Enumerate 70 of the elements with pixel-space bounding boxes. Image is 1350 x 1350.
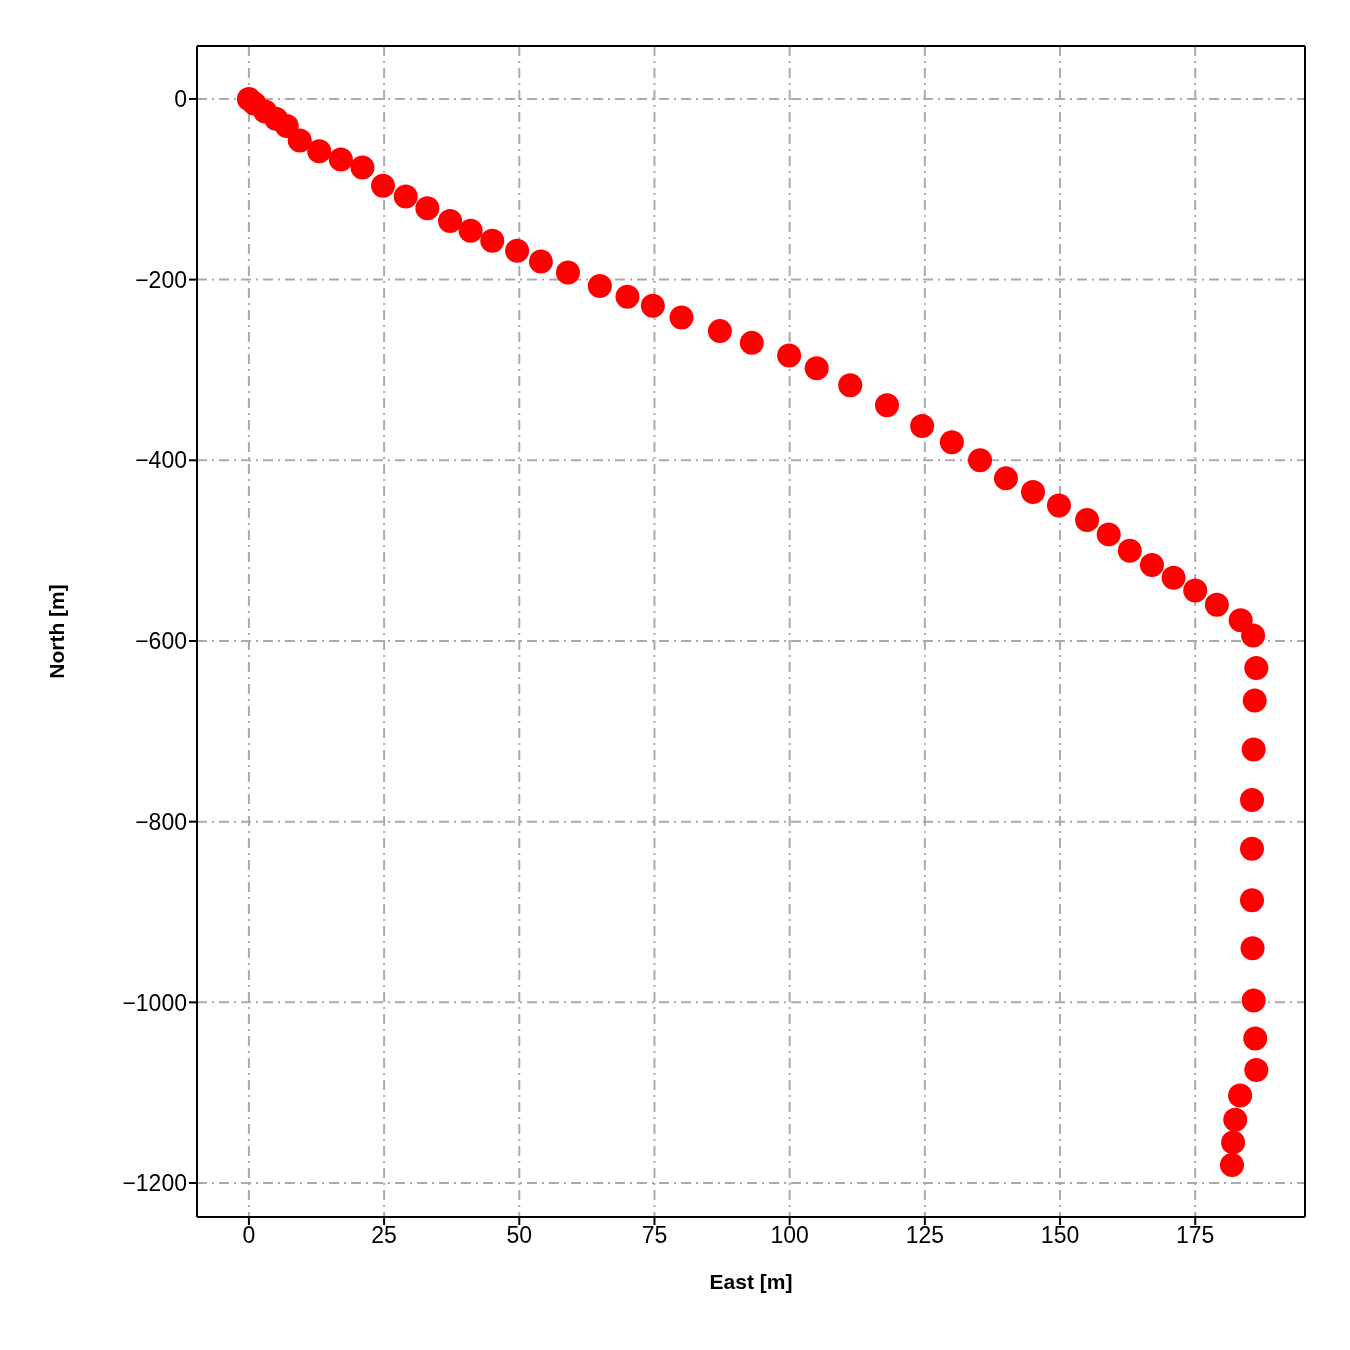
point [1240,836,1265,861]
point [1117,538,1142,563]
y-tick-label: −400 [135,447,187,474]
y-tick-label: −200 [135,266,187,293]
point [528,249,553,274]
point [1240,888,1265,913]
x-tick-label: 75 [641,1222,668,1249]
point [1241,988,1266,1013]
point [875,393,899,418]
point [615,284,640,309]
point [328,147,353,172]
point [438,208,463,233]
x-tick-label: 175 [1176,1222,1215,1249]
point [777,343,802,368]
point [480,228,505,253]
x-tick-label: 50 [506,1222,533,1249]
point [287,128,312,153]
point [393,184,418,209]
point [555,260,580,285]
point [1240,936,1265,961]
point [1228,1083,1253,1108]
point [1242,688,1267,713]
point [458,218,483,243]
point [1183,578,1208,603]
point [707,319,732,344]
point [350,155,375,180]
point [939,430,964,455]
point [1139,553,1164,578]
y-tick-label: 0 [174,86,187,113]
point [910,413,935,438]
point [371,173,396,198]
point [1075,507,1100,532]
point [1220,1152,1244,1177]
point [640,293,665,318]
x-axis-title: East [m] [709,1270,793,1293]
point [1240,787,1265,812]
point [993,466,1018,491]
x-tick-label: 150 [1040,1222,1080,1249]
y-tick-label: −600 [135,628,187,655]
point [669,305,694,330]
point [307,139,332,164]
x-tick-label: 0 [242,1222,256,1249]
point [1021,479,1045,504]
point [1221,1130,1246,1155]
point [804,356,829,381]
point [1223,1107,1248,1132]
point [1244,656,1269,681]
x-tick-label: 25 [371,1222,397,1249]
point [587,273,612,298]
point [739,330,764,355]
x-tick-label: 125 [905,1222,945,1249]
point [838,373,863,398]
point [415,196,440,221]
point [1204,592,1229,617]
y-tick-label: −1200 [122,1170,187,1197]
point [968,448,993,473]
point [274,114,299,139]
y-tick-label: −800 [135,808,187,835]
point [1228,608,1253,633]
y-axis-title: North [m] [45,584,69,679]
point [1096,522,1121,547]
point [1161,565,1186,590]
point [1244,1058,1269,1083]
x-tick-label: 100 [770,1222,809,1249]
point [1241,623,1266,648]
point [1243,1026,1268,1051]
y-tick-label: −1000 [122,989,187,1016]
point [1046,493,1071,518]
point [1241,737,1266,762]
point [505,238,530,263]
